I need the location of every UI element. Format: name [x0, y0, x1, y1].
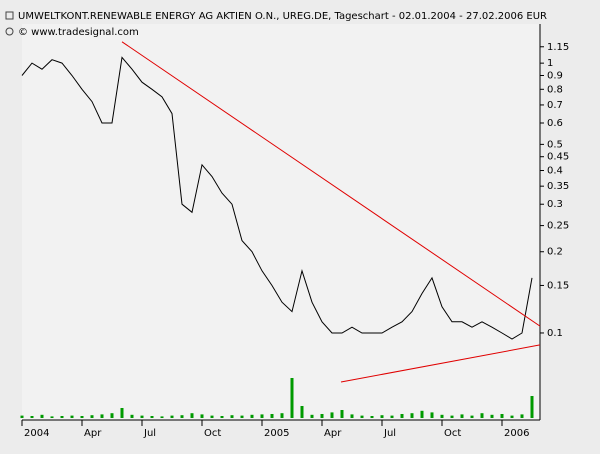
y-tick-label: 0.35 [547, 181, 569, 192]
volume-bar [330, 412, 334, 418]
y-tick-label: 0.9 [547, 70, 563, 81]
volume-bar [380, 415, 384, 418]
volume-bar [410, 413, 414, 418]
x-tick-label: Oct [444, 428, 461, 439]
volume-bar [60, 416, 64, 418]
volume-bar [450, 415, 454, 418]
volume-bar [20, 415, 24, 418]
volume-bar [300, 406, 304, 418]
volume-bar [340, 410, 344, 418]
volume-bar [190, 413, 194, 418]
volume-bar [30, 416, 34, 418]
volume-bar [490, 414, 494, 418]
volume-bar [70, 415, 74, 418]
volume-bar [500, 414, 504, 418]
volume-bar [310, 414, 314, 418]
y-tick-label: 0.15 [547, 280, 569, 291]
y-tick-label: 0.25 [547, 221, 569, 232]
volume-bar [230, 415, 234, 418]
volume-bar [480, 413, 484, 418]
y-tick-label: 0.5 [547, 139, 563, 150]
trend-line [340, 344, 541, 383]
x-tick-label: 2005 [264, 428, 289, 439]
x-tick-label: Apr [324, 428, 342, 439]
volume-bar [130, 414, 134, 418]
volume-bar [270, 414, 274, 418]
y-tick-label: 1.15 [547, 42, 569, 53]
volume-bar [420, 410, 424, 418]
volume-bar [520, 414, 524, 418]
y-tick-label: 0.4 [547, 166, 563, 177]
x-tick-label: 2004 [24, 428, 49, 439]
y-tick-label: 0.6 [547, 118, 563, 129]
chart-title: UMWELTKONT.RENEWABLE ENERGY AG AKTIEN O.… [18, 11, 547, 22]
volume-bar [440, 414, 444, 418]
volume-bar [470, 415, 474, 418]
y-tick-label: 0.45 [547, 152, 569, 163]
volume-bar [390, 415, 394, 418]
price-line [21, 56, 533, 340]
volume-bar [260, 414, 264, 418]
y-tick-label: 0.2 [547, 247, 563, 258]
volume-bar [140, 415, 144, 418]
volume-bar [530, 396, 534, 418]
y-tick-label: 0.7 [547, 100, 563, 111]
volume-bar [430, 412, 434, 418]
volume-bar [120, 408, 124, 418]
volume-bar [50, 416, 54, 418]
volume-bar [220, 416, 224, 418]
volume-bar [400, 414, 404, 418]
trend-line [121, 41, 541, 327]
x-tick-label: Jul [383, 428, 396, 439]
volume-bar [290, 378, 294, 418]
volume-bar [110, 413, 114, 418]
volume-bar [40, 414, 44, 418]
volume-bar [360, 415, 364, 418]
volume-bar [370, 416, 374, 418]
y-tick-label: 0.8 [547, 84, 563, 95]
subtitle-icon [5, 27, 14, 36]
x-tick-label: Apr [84, 428, 102, 439]
volume-bar [180, 415, 184, 418]
volume-bar [250, 414, 254, 418]
volume-bar [510, 415, 514, 418]
volume-bar [320, 414, 324, 418]
volume-bar [100, 414, 104, 418]
volume-bar [280, 413, 284, 418]
volume-bar [80, 416, 84, 418]
y-tick-label: 0.3 [547, 199, 563, 210]
y-tick-label: 0.1 [547, 328, 563, 339]
volume-bar [350, 414, 354, 418]
volume-bar [90, 415, 94, 418]
volume-bar [200, 414, 204, 418]
plot-area [22, 24, 540, 420]
volume-bar [240, 415, 244, 418]
volume-bar [150, 416, 154, 418]
y-tick-label: 1 [547, 58, 553, 69]
title-icon [5, 11, 14, 20]
chart-subtitle: © www.tradesignal.com [18, 27, 139, 38]
volume-bar [170, 415, 174, 418]
volume-bar [460, 414, 464, 418]
x-tick-label: Jul [143, 428, 156, 439]
volume-bar [210, 415, 214, 418]
x-tick-label: 2006 [504, 428, 529, 439]
x-tick-label: Oct [204, 428, 221, 439]
volume-bar [160, 416, 164, 418]
